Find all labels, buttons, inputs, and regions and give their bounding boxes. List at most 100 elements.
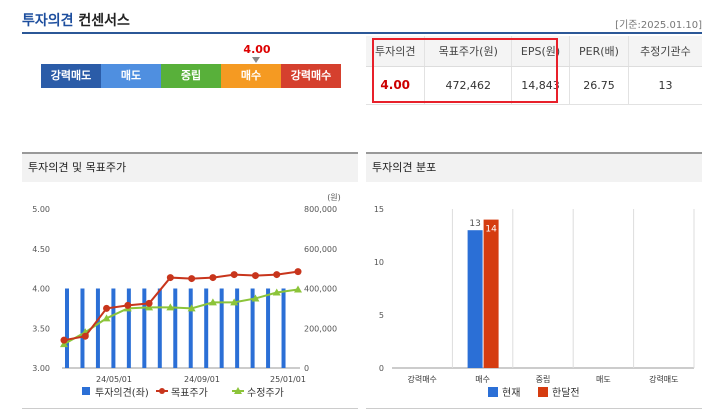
x-category-label: 강력매도 [649, 374, 678, 384]
title-rest: 컨센서스 [73, 13, 130, 29]
target-price-point [273, 271, 281, 279]
y-tick-label: 0 [379, 364, 384, 373]
y-tick-label: 5 [379, 311, 384, 320]
legend-target-marker [159, 388, 165, 394]
opinion-target-chart: 5.00 4.50 4.00 3.50 3.00 800,000 600,000 400,00… [32, 193, 341, 399]
opinion-bar [204, 288, 209, 368]
opinion-gauge: 강력매도 매도 중립 매수 강력매수 [41, 64, 341, 88]
adjusted-price-point [102, 314, 111, 322]
gauge-strong-buy: 강력매수 [281, 64, 341, 88]
y-right-tick-label: 0 [304, 364, 309, 373]
target-price-point [251, 272, 259, 280]
gauge-neutral: 중립 [161, 64, 221, 88]
target-price-point [166, 274, 174, 282]
bar-data-label: 14 [485, 225, 497, 235]
opinion-bar [65, 288, 69, 368]
opinion-bar [219, 288, 224, 368]
opinion-target-panel: 투자의견 및 목표주가 5.00 4.50 4.00 3.50 3.00 800,000 6… [22, 152, 358, 412]
left-panel-title: 투자의견 및 목표주가 [22, 152, 358, 182]
opinion-bar [188, 288, 193, 368]
legend-label: 한달전 [552, 387, 580, 399]
opinion-distribution-panel: 투자의견 분포 15 10 5 0 강력매수 매수 중립 매도 강력매도 13 14 현재 한달전 [366, 152, 702, 412]
right-panel-divider [366, 408, 702, 409]
legend-swatch [538, 387, 548, 397]
y-right-tick-label: 800,000 [304, 205, 337, 214]
target-price-point [209, 274, 217, 282]
target-price-point [124, 301, 132, 309]
target-price-point [294, 268, 302, 276]
highlight-box [372, 38, 558, 103]
title-highlight: 투자의견 [22, 13, 74, 29]
adjusted-price-point [251, 294, 260, 302]
gauge-marker-icon [252, 57, 260, 63]
y-right-tick-label: 400,000 [304, 285, 337, 294]
target-price-point [81, 332, 89, 340]
x-category-label: 매수 [475, 375, 490, 384]
dist-bar-현재 [467, 230, 483, 368]
legend-label: 목표주가 [171, 387, 208, 399]
adjusted-price-point [230, 298, 239, 306]
consensus-header: 투자의견 컨센서스 [기준:2025.01.10] [22, 6, 702, 34]
x-category-label: 강력매수 [407, 374, 436, 384]
opinion-bar [80, 288, 85, 368]
y-left-tick-label: 3.50 [32, 324, 50, 333]
td-per: 26.75 [569, 66, 629, 105]
opinion-bar [142, 288, 147, 368]
table-header-row: 투자의견 목표주가(원) EPS(원) PER(배) 추정기관수 [366, 36, 702, 67]
y-right-unit-label: (원) [327, 193, 341, 202]
basis-date: [기준:2025.01.10] [615, 20, 702, 31]
consensus-table: 투자의견 목표주가(원) EPS(원) PER(배) 추정기관수 4.00 47… [366, 36, 702, 105]
target-price-point [188, 275, 196, 283]
target-price-point [60, 336, 68, 344]
left-panel-divider [22, 408, 358, 409]
y-left-tick-label: 3.00 [32, 364, 50, 373]
y-right-tick-label: 600,000 [304, 245, 337, 254]
dist-bar-한달전 [483, 219, 499, 368]
target-price-point [103, 304, 111, 312]
th-institutions: 추정기관수 [627, 36, 702, 67]
gauge-sell: 매도 [101, 64, 161, 88]
opinion-bar [250, 288, 255, 368]
legend-label: 투자의견(좌) [95, 387, 149, 399]
td-target-price: 472,462 [424, 66, 512, 105]
gauge-strong-sell: 강력매도 [41, 64, 101, 88]
opinion-bar [173, 288, 178, 368]
adjusted-price-point [166, 303, 175, 311]
legend-opinion-swatch [82, 387, 90, 395]
y-left-tick-label: 5.00 [32, 205, 50, 214]
legend-label: 현재 [502, 387, 520, 399]
th-opinion: 투자의견 [366, 36, 425, 67]
section-title: 투자의견 컨센서스 [22, 10, 130, 30]
opinion-bar [126, 288, 131, 368]
th-per: PER(배) [569, 36, 629, 67]
right-panel-title: 투자의견 분포 [366, 152, 702, 182]
y-tick-label: 15 [374, 205, 384, 214]
y-right-tick-label: 200,000 [304, 324, 337, 333]
target-price-point [230, 271, 238, 279]
opinion-bar [281, 288, 286, 368]
adjusted-price-point [294, 285, 302, 293]
adjusted-price-point [272, 288, 281, 296]
legend-swatch [488, 387, 498, 397]
td-institutions: 13 [627, 66, 702, 105]
opinion-bar [157, 288, 162, 368]
table-row: 4.00 472,462 14,843 26.75 13 [366, 66, 702, 105]
x-tick-label: 24/09/01 [184, 375, 220, 384]
td-opinion: 4.00 [366, 66, 425, 105]
bar-data-label: 13 [469, 219, 480, 229]
opinion-distribution-chart: 15 10 5 0 강력매수 매수 중립 매도 강력매도 13 14 현재 한달전 [374, 205, 695, 399]
y-left-tick-label: 4.50 [32, 245, 50, 254]
series-line-목표주가 [63, 270, 299, 342]
gauge-buy: 매수 [221, 64, 281, 88]
th-eps: EPS(원) [511, 36, 570, 67]
th-target-price: 목표주가(원) [424, 36, 512, 67]
legend-label: 수정주가 [247, 387, 284, 399]
opinion-bar [95, 288, 100, 368]
y-tick-label: 10 [374, 258, 384, 267]
x-category-label: 매도 [596, 375, 611, 384]
legend-adjusted-marker [234, 387, 242, 394]
y-left-tick-label: 4.00 [32, 285, 50, 294]
adjusted-price-point [208, 298, 217, 306]
x-tick-label: 24/05/01 [96, 375, 132, 384]
td-eps: 14,843 [511, 66, 570, 105]
